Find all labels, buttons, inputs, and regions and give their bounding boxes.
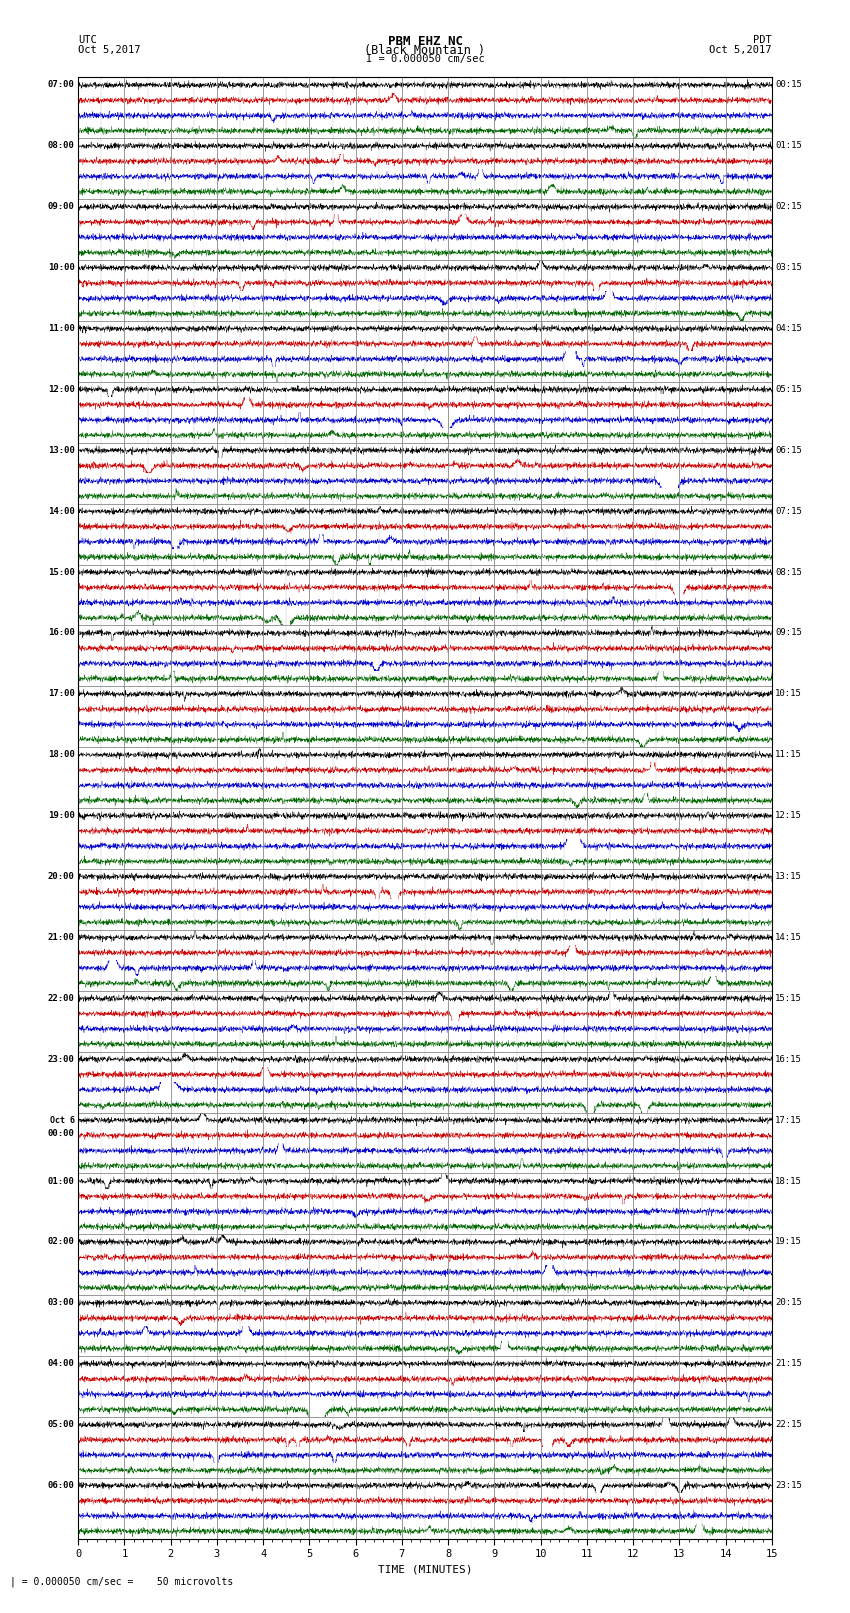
Text: 18:00: 18:00 [48, 750, 75, 760]
Text: 04:15: 04:15 [775, 324, 802, 332]
Text: Oct 5,2017: Oct 5,2017 [709, 45, 772, 55]
Text: 14:15: 14:15 [775, 932, 802, 942]
Text: PDT: PDT [753, 35, 772, 45]
Text: 21:15: 21:15 [775, 1360, 802, 1368]
Text: 06:15: 06:15 [775, 445, 802, 455]
Text: 00:15: 00:15 [775, 81, 802, 89]
Text: 19:00: 19:00 [48, 811, 75, 819]
Text: 09:15: 09:15 [775, 629, 802, 637]
Text: I = 0.000050 cm/sec: I = 0.000050 cm/sec [366, 53, 484, 65]
Text: 18:15: 18:15 [775, 1176, 802, 1186]
Text: 07:15: 07:15 [775, 506, 802, 516]
Text: 16:15: 16:15 [775, 1055, 802, 1063]
Text: 03:00: 03:00 [48, 1298, 75, 1307]
Text: 14:00: 14:00 [48, 506, 75, 516]
Text: 15:00: 15:00 [48, 568, 75, 576]
Text: 02:15: 02:15 [775, 202, 802, 211]
Text: 19:15: 19:15 [775, 1237, 802, 1247]
Text: 09:00: 09:00 [48, 202, 75, 211]
Text: 08:15: 08:15 [775, 568, 802, 576]
Text: 03:15: 03:15 [775, 263, 802, 273]
Text: | = 0.000050 cm/sec =    50 microvolts: | = 0.000050 cm/sec = 50 microvolts [10, 1576, 234, 1587]
Text: 05:15: 05:15 [775, 386, 802, 394]
Text: 22:00: 22:00 [48, 994, 75, 1003]
Text: 13:15: 13:15 [775, 873, 802, 881]
Text: 15:15: 15:15 [775, 994, 802, 1003]
Text: 17:00: 17:00 [48, 689, 75, 698]
Text: UTC: UTC [78, 35, 97, 45]
Text: 12:15: 12:15 [775, 811, 802, 819]
Text: 11:00: 11:00 [48, 324, 75, 332]
Text: 21:00: 21:00 [48, 932, 75, 942]
Text: PBM EHZ NC: PBM EHZ NC [388, 35, 462, 48]
Text: (Black Mountain ): (Black Mountain ) [365, 44, 485, 58]
Text: 12:00: 12:00 [48, 386, 75, 394]
Text: 02:00: 02:00 [48, 1237, 75, 1247]
Text: 04:00: 04:00 [48, 1360, 75, 1368]
Text: 10:00: 10:00 [48, 263, 75, 273]
Text: 07:00: 07:00 [48, 81, 75, 89]
Text: 05:00: 05:00 [48, 1419, 75, 1429]
X-axis label: TIME (MINUTES): TIME (MINUTES) [377, 1565, 473, 1574]
Text: 00:00: 00:00 [48, 1129, 75, 1137]
Text: 01:00: 01:00 [48, 1176, 75, 1186]
Text: 20:00: 20:00 [48, 873, 75, 881]
Text: 16:00: 16:00 [48, 629, 75, 637]
Text: 13:00: 13:00 [48, 445, 75, 455]
Text: 22:15: 22:15 [775, 1419, 802, 1429]
Text: 17:15: 17:15 [775, 1116, 802, 1124]
Text: 10:15: 10:15 [775, 689, 802, 698]
Text: 01:15: 01:15 [775, 142, 802, 150]
Text: Oct 6: Oct 6 [50, 1116, 75, 1124]
Text: 08:00: 08:00 [48, 142, 75, 150]
Text: 23:15: 23:15 [775, 1481, 802, 1490]
Text: 11:15: 11:15 [775, 750, 802, 760]
Text: 23:00: 23:00 [48, 1055, 75, 1063]
Text: Oct 5,2017: Oct 5,2017 [78, 45, 141, 55]
Text: 20:15: 20:15 [775, 1298, 802, 1307]
Text: 06:00: 06:00 [48, 1481, 75, 1490]
